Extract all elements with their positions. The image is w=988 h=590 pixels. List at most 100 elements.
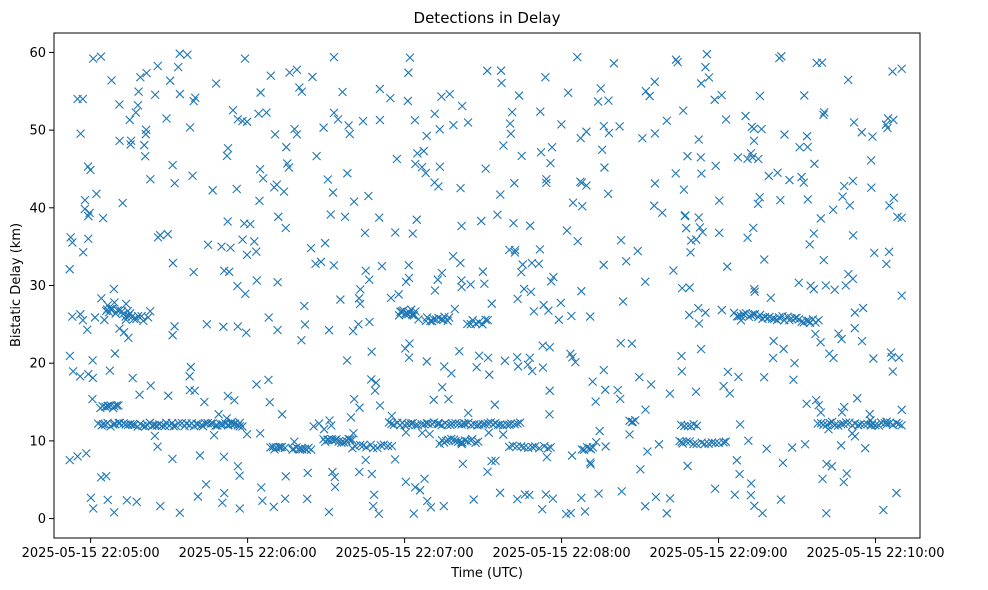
data-point	[541, 490, 551, 499]
data-point	[860, 443, 870, 453]
y-tick-label: 50	[29, 124, 46, 139]
data-point	[483, 467, 492, 477]
data-point	[615, 122, 625, 131]
data-point	[625, 430, 634, 439]
data-point	[538, 341, 548, 350]
data-point	[686, 248, 695, 257]
data-point	[463, 436, 472, 446]
data-point	[387, 411, 397, 421]
data-point	[376, 440, 386, 450]
data-point	[839, 477, 849, 487]
data-point	[640, 277, 650, 287]
data-point	[792, 313, 801, 323]
data-point	[650, 179, 660, 188]
data-point	[419, 146, 429, 156]
data-point	[163, 229, 173, 239]
data-point	[849, 118, 859, 127]
data-point	[199, 397, 209, 407]
data-point	[822, 459, 831, 469]
data-point	[884, 247, 894, 257]
data-point	[478, 419, 488, 429]
data-point	[336, 295, 345, 304]
data-point	[810, 329, 820, 339]
data-point	[575, 177, 585, 187]
data-point	[736, 315, 746, 325]
data-point	[505, 119, 515, 128]
data-point	[408, 229, 418, 238]
data-point	[819, 110, 828, 120]
data-point	[348, 326, 358, 336]
data-point	[344, 434, 354, 444]
data-point	[280, 443, 290, 453]
data-point	[462, 319, 472, 329]
data-point	[538, 363, 548, 372]
data-point	[223, 143, 233, 153]
data-point	[122, 495, 132, 505]
data-point	[723, 367, 733, 377]
data-point	[121, 299, 131, 309]
data-point	[535, 107, 545, 116]
data-point	[109, 284, 119, 294]
data-point	[841, 281, 851, 290]
data-point	[466, 280, 475, 289]
data-point	[344, 121, 353, 130]
data-point	[329, 108, 339, 118]
data-point	[714, 228, 724, 238]
data-point	[109, 507, 119, 517]
data-point	[424, 419, 433, 429]
data-point	[279, 187, 289, 197]
data-point	[297, 87, 307, 96]
data-point	[466, 420, 476, 430]
data-point	[839, 181, 849, 191]
data-point	[759, 255, 769, 264]
data-point	[680, 421, 689, 431]
data-point	[227, 417, 237, 427]
data-point	[245, 219, 255, 229]
data-point	[472, 362, 482, 372]
data-point	[685, 283, 695, 292]
data-point	[591, 437, 601, 447]
data-point	[366, 374, 376, 384]
data-point	[255, 164, 265, 174]
data-point	[303, 468, 313, 478]
data-point	[282, 159, 292, 168]
data-point	[495, 488, 505, 498]
data-point	[816, 337, 825, 347]
data-point	[534, 443, 544, 453]
data-point	[824, 424, 833, 434]
data-point	[765, 312, 774, 322]
data-point	[512, 352, 522, 362]
data-point	[484, 428, 494, 438]
data-point	[669, 266, 678, 275]
x-tick-label: 2025-05-15 22:10:00	[806, 546, 944, 561]
data-point	[311, 259, 320, 269]
data-point	[889, 193, 899, 203]
data-point	[355, 299, 365, 309]
data-point	[294, 444, 304, 454]
data-point	[88, 373, 98, 383]
data-point	[273, 325, 282, 335]
data-point	[242, 429, 252, 439]
data-point	[371, 378, 381, 388]
data-point	[680, 211, 690, 221]
data-point	[342, 168, 352, 178]
data-point	[128, 373, 138, 383]
data-point	[746, 490, 756, 500]
data-point	[219, 488, 229, 498]
data-point	[101, 471, 111, 481]
data-point	[719, 437, 728, 447]
data-point	[649, 201, 659, 211]
data-point	[789, 375, 798, 385]
data-point	[693, 303, 703, 313]
data-point	[795, 142, 805, 152]
data-point	[65, 455, 75, 465]
data-point	[240, 289, 250, 299]
data-point	[897, 420, 906, 430]
data-point	[192, 419, 201, 429]
data-point	[730, 490, 740, 500]
data-point	[694, 213, 704, 222]
data-point	[153, 61, 163, 71]
data-point	[384, 417, 394, 427]
data-point	[527, 442, 537, 452]
data-point	[392, 154, 402, 164]
